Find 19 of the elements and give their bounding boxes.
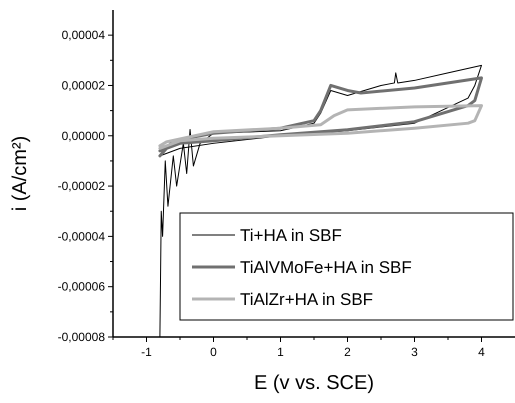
y-axis-title: i (A/cm²): [9, 136, 31, 212]
x-tick-label: 3: [411, 345, 418, 359]
legend-label: Ti+HA in SBF: [240, 226, 342, 245]
y-tick-label: 0,00000: [62, 128, 106, 143]
x-tick-label: -1: [141, 345, 152, 359]
y-tick-label: -0,00006: [58, 280, 106, 294]
line-series: [158, 104, 483, 150]
x-tick-label: 1: [277, 345, 284, 359]
x-axis-title: E (v vs. SCE): [254, 372, 374, 394]
y-tick-label: -0,00004: [58, 229, 106, 244]
x-tick-label: 0: [210, 345, 218, 359]
x-tick-label: 4: [478, 345, 486, 359]
legend-label: TiAlVMoFe+HA in SBF: [240, 258, 412, 277]
y-tick-label: 0,00004: [62, 28, 106, 42]
y-tick-label: 0,00002: [62, 78, 106, 92]
y-tick-label: -0,00002: [58, 179, 106, 194]
legend-label: TiAlZr+HA in SBF: [240, 290, 374, 309]
x-tick-label: 2: [344, 345, 352, 359]
y-tick-label: -0,00008: [58, 330, 106, 344]
